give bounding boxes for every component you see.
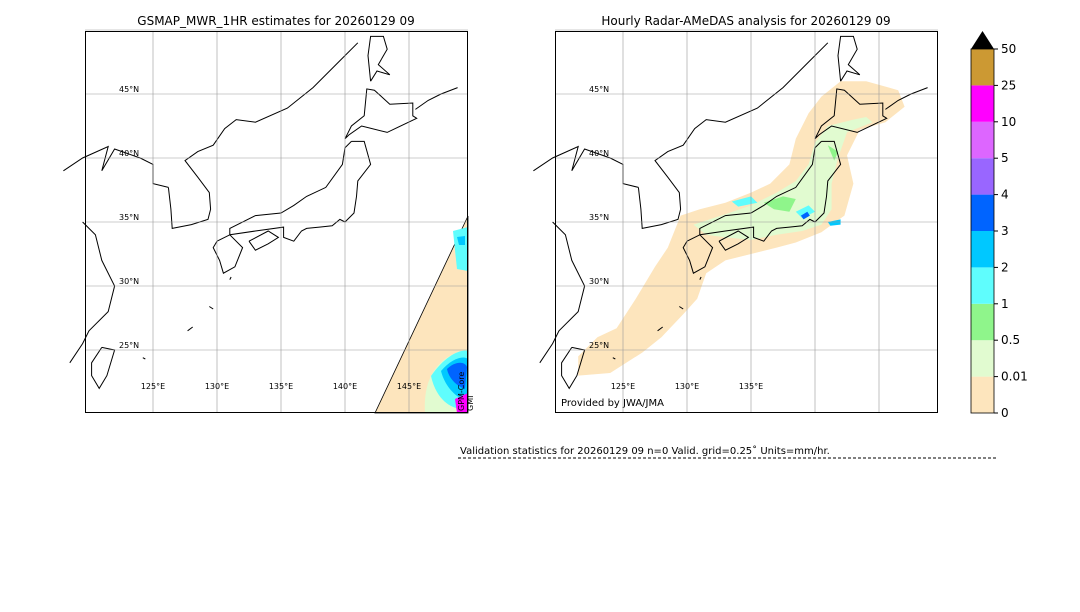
colorbar-label: 2 xyxy=(1001,260,1009,274)
coastline xyxy=(209,306,214,310)
rain-area xyxy=(693,117,873,240)
lat-label: 40°N xyxy=(589,149,609,158)
lat-label: 45°N xyxy=(119,85,139,94)
coastline xyxy=(612,357,616,360)
satellite-label: GMI xyxy=(466,396,475,411)
coastline xyxy=(682,234,714,274)
lat-label: 30°N xyxy=(589,277,609,286)
colorbar-segment xyxy=(971,267,994,304)
colorbar-label: 5 xyxy=(1001,151,1009,165)
colorbar-extend xyxy=(971,31,994,49)
coastline xyxy=(885,87,928,110)
coastline xyxy=(657,326,663,332)
rain-area xyxy=(827,145,838,161)
coastline xyxy=(167,42,359,230)
coastline xyxy=(229,140,372,242)
rain-area xyxy=(795,205,815,219)
colorbar-label: 25 xyxy=(1001,78,1016,92)
coastline xyxy=(212,234,244,274)
right-map: Provided by JWA/JMA 45°N 40°N 35°N 30°N 25°N 1… xyxy=(533,29,938,413)
lat-label: 35°N xyxy=(589,213,609,222)
panel-title: Hourly Radar-AMeDAS analysis for 2026012… xyxy=(601,14,890,28)
coastline xyxy=(367,35,391,82)
satellite-label: GPM-Core xyxy=(457,372,466,411)
left-map: GPM-Core GMI 45°N 40°N 35°N 30°N 25°N 125°E 130°… xyxy=(63,29,475,414)
rain-area xyxy=(447,362,467,389)
colorbar-label: 1 xyxy=(1001,297,1009,311)
rain-area xyxy=(800,211,810,220)
lon-label: 145°E xyxy=(397,382,421,391)
rain-area xyxy=(457,236,465,245)
colorbar-label: 0.5 xyxy=(1001,333,1020,347)
coastline xyxy=(187,326,193,332)
colorbar-label: 4 xyxy=(1001,188,1009,202)
lon-label: 130°E xyxy=(675,382,699,391)
colorbar-label: 0.01 xyxy=(1001,370,1028,384)
lon-label: 125°E xyxy=(611,382,635,391)
coastline xyxy=(344,88,418,140)
coastline xyxy=(699,140,842,242)
coastline xyxy=(679,306,684,310)
validation-text: Validation statistics for 20260129 09 n=… xyxy=(460,445,830,457)
colorbar-segment xyxy=(971,49,994,86)
rain-area xyxy=(827,219,841,226)
colorbar-segment xyxy=(971,194,994,231)
coastline xyxy=(814,88,888,140)
coastline xyxy=(637,42,829,230)
colorbar: 0 0.01 0.5 1 2 3 4 5 10 25 50 xyxy=(970,31,1028,420)
map-frame xyxy=(85,31,468,413)
coastline xyxy=(415,87,458,110)
colorbar-segment xyxy=(971,303,994,341)
coastline xyxy=(837,35,861,82)
lat-label: 25°N xyxy=(119,341,139,350)
lon-label: 135°E xyxy=(739,382,763,391)
colorbar-segment xyxy=(971,340,994,377)
lat-label: 25°N xyxy=(589,341,609,350)
colorbar-segment xyxy=(971,85,994,122)
colorbar-segment xyxy=(971,231,994,268)
map-frame xyxy=(555,31,938,413)
coastline xyxy=(718,230,750,251)
lat-label: 35°N xyxy=(119,213,139,222)
lon-label: 140°E xyxy=(333,382,357,391)
coastline xyxy=(229,276,232,280)
lon-label: 130°E xyxy=(205,382,229,391)
colorbar-label: 0 xyxy=(1001,406,1009,420)
rain-area xyxy=(455,393,468,413)
coastline xyxy=(142,357,146,360)
lon-label: 125°E xyxy=(141,382,165,391)
lat-label: 40°N xyxy=(119,149,139,158)
colorbar-label: 3 xyxy=(1001,224,1009,238)
colorbar-segment xyxy=(971,376,994,413)
colorbar-label: 10 xyxy=(1001,115,1016,129)
colorbar-label: 50 xyxy=(1001,42,1016,56)
lat-label: 30°N xyxy=(119,277,139,286)
lon-label: 135°E xyxy=(269,382,293,391)
coastline xyxy=(539,221,586,364)
credit: Provided by JWA/JMA xyxy=(561,398,664,409)
panel-title: GSMAP_MWR_1HR estimates for 20260129 09 xyxy=(137,14,414,28)
coastline xyxy=(699,276,702,280)
colorbar-segment xyxy=(971,121,994,159)
coastline xyxy=(248,230,280,251)
colorbar-segment xyxy=(971,158,994,195)
coastline xyxy=(69,221,116,364)
lat-label: 45°N xyxy=(589,85,609,94)
